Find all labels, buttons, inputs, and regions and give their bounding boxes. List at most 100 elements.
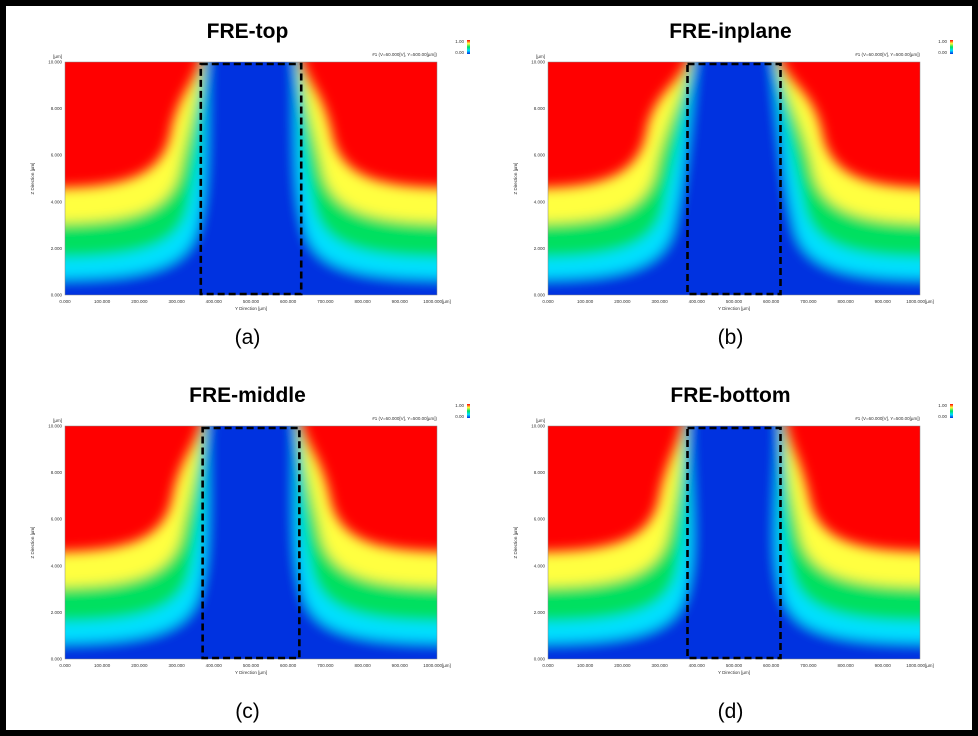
x-tick-label: 100.000 <box>577 299 594 304</box>
x-tick-label: 200.000 <box>131 299 148 304</box>
colorbar-min-label: 0.00 <box>938 50 947 55</box>
blue-core <box>700 62 768 295</box>
y-tick-label: 2.000 <box>51 246 63 251</box>
y-tick-label: 6.000 <box>51 517 63 522</box>
colorbar-min-label: 0.00 <box>455 414 464 419</box>
x-axis-label: Y Direction [µm] <box>235 670 267 675</box>
x-tick-label: 600.000 <box>763 663 780 668</box>
y-tick-label: 0.000 <box>534 657 546 662</box>
x-tick-label: 1000.000[µm] <box>906 663 934 668</box>
colorbar-max-label: 1.00 <box>938 403 947 408</box>
contour-bands <box>65 62 437 295</box>
panel-caption: (a) <box>234 326 261 349</box>
colorbar-max-label: 1.00 <box>455 403 464 408</box>
highlight-box <box>201 426 301 660</box>
x-tick-label: 1000.000[µm] <box>423 299 451 304</box>
heatmap-field <box>548 426 920 659</box>
highlight-box <box>686 62 782 296</box>
x-tick-label: 500.000 <box>243 663 260 668</box>
y-tick-label: 8.000 <box>51 106 63 111</box>
panel-title: FRE-bottom <box>670 384 791 407</box>
y-tick-label: 8.000 <box>534 470 546 475</box>
heatmap-svg: 0.000 100.000 200.000 300.000 400.000 500.000… <box>30 39 470 311</box>
contour-bands <box>65 426 437 659</box>
x-tick-label: 1000.000[µm] <box>906 299 934 304</box>
y-tick-label: 10.000 <box>48 424 62 429</box>
heatmap-field <box>65 426 437 659</box>
y-tick-label: 4.000 <box>51 563 63 568</box>
x-tick-label: 800.000 <box>837 299 854 304</box>
panel-title: FRE-middle <box>189 384 306 407</box>
heatmap-panel: FRE-inplane (b) 0.000 100.000 200.000 300.000… <box>489 6 972 368</box>
y-tick-label: 4.000 <box>534 563 546 568</box>
x-axis-label: Y Direction [µm] <box>235 306 267 311</box>
y-tick-label: 4.000 <box>51 199 63 204</box>
highlight-box <box>199 62 303 296</box>
blue-core <box>211 426 291 659</box>
heatmap-panel: FRE-bottom (d) 0.000 100.000 200.000 300.000 4… <box>489 370 972 730</box>
x-tick-label: 200.000 <box>131 663 148 668</box>
legend-note: #1 (V=60.000[V], Y=500.00[µm]) <box>372 52 437 57</box>
colorbar-min-label: 0.00 <box>455 50 464 55</box>
y-tick-label: 0.000 <box>51 293 63 298</box>
y-tick-label: 6.000 <box>534 153 546 158</box>
x-tick-label: 400.000 <box>689 299 706 304</box>
legend-note: #1 (V=60.000[V], Y=500.00[µm]) <box>855 52 920 57</box>
colorbar <box>950 404 953 418</box>
x-tick-label: 100.000 <box>577 663 594 668</box>
x-tick-label: 500.000 <box>243 299 260 304</box>
y-unit-label: [µm] <box>536 418 545 423</box>
x-tick-label: 100.000 <box>94 663 111 668</box>
x-tick-label: 500.000 <box>726 663 743 668</box>
heatmap-svg: 0.000 100.000 200.000 300.000 400.000 500.000… <box>30 403 470 675</box>
x-tick-label: 100.000 <box>94 299 111 304</box>
x-tick-label: 400.000 <box>689 663 706 668</box>
x-tick-label: 600.000 <box>763 299 780 304</box>
x-tick-label: 800.000 <box>354 299 371 304</box>
y-unit-label: [µm] <box>53 54 62 59</box>
x-tick-label: 700.000 <box>800 663 817 668</box>
panel-caption: (b) <box>717 326 744 349</box>
blue-core <box>211 62 291 295</box>
panel-title: FRE-top <box>206 20 289 43</box>
figure-frame: FRE-top (a) 0.000 100.000 200.000 300.000 400.… <box>6 6 972 730</box>
y-axis-label: Z Direction [µm] <box>30 527 35 559</box>
x-tick-label: 300.000 <box>168 663 185 668</box>
y-axis-label: Z Direction [µm] <box>30 163 35 195</box>
y-tick-label: 8.000 <box>534 106 546 111</box>
y-axis-label: Z Direction [µm] <box>513 163 518 195</box>
heatmap-svg: 0.000 100.000 200.000 300.000 400.000 500.000… <box>513 403 953 675</box>
highlight-box <box>686 426 782 660</box>
panel-caption: (c) <box>235 700 260 723</box>
y-tick-label: 10.000 <box>531 60 545 65</box>
x-tick-label: 0.000 <box>542 663 554 668</box>
y-tick-label: 6.000 <box>534 517 546 522</box>
x-tick-label: 0.000 <box>542 299 554 304</box>
y-tick-label: 2.000 <box>51 610 63 615</box>
x-tick-label: 300.000 <box>651 299 668 304</box>
x-tick-label: 0.000 <box>59 663 71 668</box>
y-tick-label: 0.000 <box>51 657 63 662</box>
panel-caption: (d) <box>717 700 744 723</box>
y-tick-label: 2.000 <box>534 246 546 251</box>
heatmap-field <box>548 62 920 295</box>
colorbar <box>950 40 953 54</box>
x-tick-label: 1000.000[µm] <box>423 663 451 668</box>
y-unit-label: [µm] <box>536 54 545 59</box>
heatmap-field <box>65 62 437 295</box>
x-tick-label: 800.000 <box>354 663 371 668</box>
contour-bands <box>548 62 920 295</box>
x-tick-label: 300.000 <box>651 663 668 668</box>
panel-title: FRE-inplane <box>669 20 792 43</box>
y-tick-label: 10.000 <box>531 424 545 429</box>
y-tick-label: 8.000 <box>51 470 63 475</box>
contour-bands <box>548 426 920 659</box>
x-axis-label: Y Direction [µm] <box>718 306 750 311</box>
y-tick-label: 2.000 <box>534 610 546 615</box>
x-tick-label: 500.000 <box>726 299 743 304</box>
x-tick-label: 200.000 <box>614 663 631 668</box>
x-tick-label: 800.000 <box>837 663 854 668</box>
x-tick-label: 400.000 <box>206 299 223 304</box>
y-unit-label: [µm] <box>53 418 62 423</box>
heatmap-panel: FRE-top (a) 0.000 100.000 200.000 300.000 400.… <box>6 6 489 368</box>
